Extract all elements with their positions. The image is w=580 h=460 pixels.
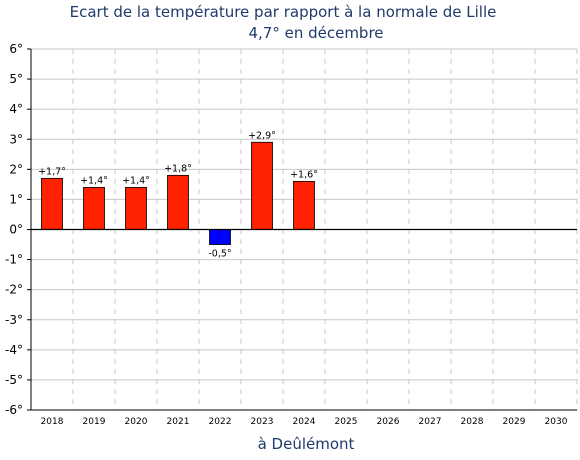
data-label-2020: +1,4° bbox=[122, 175, 150, 186]
x-tick-label: 2021 bbox=[167, 417, 190, 427]
data-label-2024: +1,6° bbox=[290, 169, 318, 180]
data-label-2022: -0,5° bbox=[208, 249, 231, 260]
y-tick-label: 4° bbox=[9, 102, 23, 116]
data-label-2019: +1,4° bbox=[80, 175, 108, 186]
data-labels: +1,7° +1,4° +1,4° +1,8° -0,5° +2,9° +1,6° bbox=[38, 130, 318, 259]
y-tick-label: -5° bbox=[5, 373, 23, 387]
x-tick-label: 2019 bbox=[83, 417, 106, 427]
bar-2019 bbox=[83, 186, 105, 230]
data-label-2023: +2,9° bbox=[248, 130, 276, 141]
y-tick-label: 6° bbox=[9, 42, 23, 56]
y-tick-label: -1° bbox=[5, 253, 23, 267]
x-tick-label: 2028 bbox=[461, 417, 484, 427]
data-label-2021: +1,8° bbox=[164, 163, 192, 174]
x-tick-label: 2026 bbox=[377, 417, 400, 427]
y-tick-label: -3° bbox=[5, 313, 23, 327]
x-tick-label: 2024 bbox=[293, 417, 316, 427]
x-tick-label: 2023 bbox=[251, 417, 274, 427]
x-tick-label: 2029 bbox=[503, 417, 526, 427]
bar-2018 bbox=[41, 177, 63, 230]
y-tick-label: 1° bbox=[9, 192, 23, 206]
chart-subtitle: 4,7° en décembre bbox=[248, 24, 383, 42]
y-tick-label: -6° bbox=[5, 403, 23, 417]
bar-2022 bbox=[209, 229, 231, 245]
y-tick-label: 5° bbox=[9, 72, 23, 86]
x-tick-label: 2018 bbox=[41, 417, 64, 427]
bars bbox=[41, 141, 315, 245]
y-tick-label: 2° bbox=[9, 162, 23, 176]
bar-2024 bbox=[293, 180, 315, 230]
bar-2020 bbox=[125, 186, 147, 230]
x-tick-label: 2025 bbox=[335, 417, 358, 427]
axes: 6° 5° 4° 3° 2° 1° 0° -1° -2° -3° -4° -5° -6° 2018 2019… bbox=[5, 42, 577, 427]
x-tick-label: 2027 bbox=[419, 417, 442, 427]
y-tick-label: 0° bbox=[9, 223, 23, 237]
data-label-2018: +1,7° bbox=[38, 166, 66, 177]
x-axis-label: à Deûlémont bbox=[258, 435, 355, 453]
chart-title: Ecart de la température par rapport à la… bbox=[70, 3, 497, 21]
bar-2021 bbox=[167, 174, 189, 230]
y-tick-label: -4° bbox=[5, 343, 23, 357]
bar-2023 bbox=[251, 141, 273, 230]
y-tick-label: 3° bbox=[9, 132, 23, 146]
y-tick-label: -2° bbox=[5, 283, 23, 297]
x-tick-label: 2020 bbox=[125, 417, 148, 427]
x-tick-label: 2030 bbox=[545, 417, 568, 427]
x-tick-label: 2022 bbox=[209, 417, 232, 427]
